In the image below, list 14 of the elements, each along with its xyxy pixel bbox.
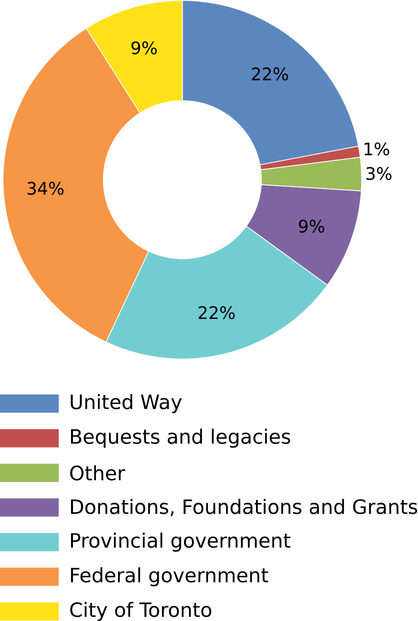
legend-label: United Way <box>70 394 182 414</box>
legend-label: Other <box>70 465 126 481</box>
data-label: 9% <box>298 220 324 233</box>
data-label: 3% <box>366 167 392 180</box>
legend-label: Provincial government <box>71 532 290 552</box>
data-label: 22% <box>198 306 235 320</box>
legend-label: Bequests and legacies <box>71 428 290 448</box>
data-label: 34% <box>28 182 64 195</box>
data-label: 9% <box>131 41 157 54</box>
data-label: 1% <box>364 142 390 156</box>
data-label: 22% <box>252 67 288 80</box>
legend-label: Federal government <box>71 567 268 586</box>
legend-label: City of Toronto <box>70 602 212 621</box>
legend-label: Donations, Foundations and Grants <box>71 498 418 516</box>
